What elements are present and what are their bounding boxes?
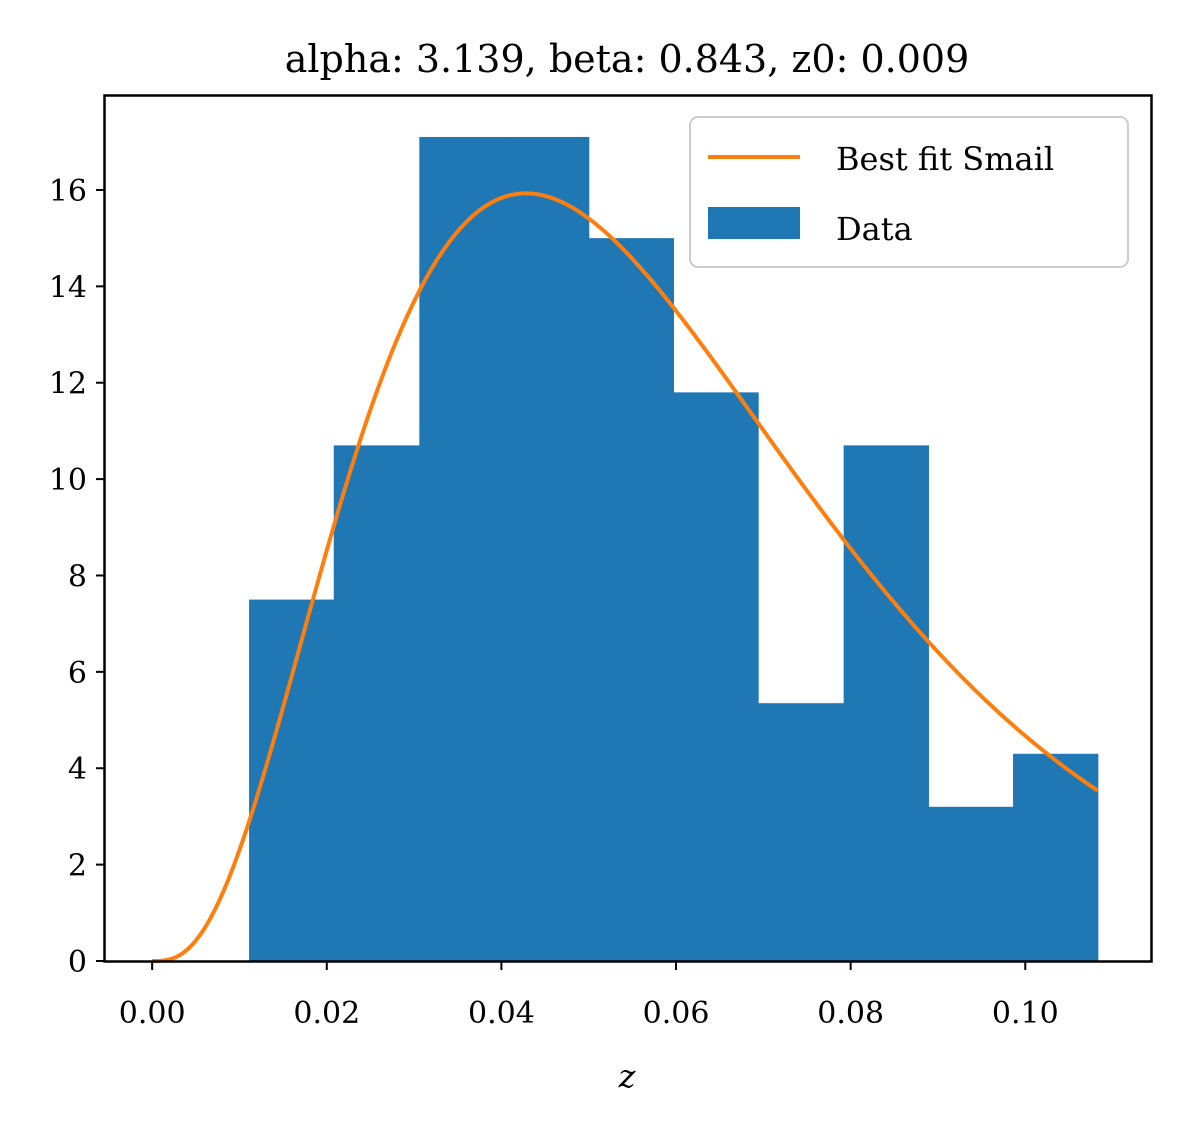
legend-label-data: Data	[836, 210, 913, 248]
y-axis: 0 2 4 6 8 10 12 14 16	[49, 174, 105, 980]
axes-frame	[103, 94, 1153, 963]
y-tick-label: 8	[68, 559, 87, 594]
plot-area	[152, 136, 1099, 963]
x-axis-label: z	[618, 1057, 637, 1095]
histogram-bar	[504, 136, 590, 961]
x-tick-label: 0.08	[817, 996, 884, 1031]
y-tick-label: 14	[49, 270, 87, 305]
y-tick-label: 12	[49, 367, 87, 402]
x-tick-label: 0.10	[992, 996, 1059, 1031]
fit-curve	[152, 191, 1099, 963]
y-tick-label: 4	[68, 752, 87, 787]
legend-swatch-data	[708, 207, 800, 239]
histogram-bar	[1013, 753, 1099, 961]
y-tick-label: 0	[68, 945, 87, 980]
histogram-bars	[249, 136, 1099, 962]
histogram-bar	[333, 445, 420, 961]
legend-label-best-fit: Best fit Smail	[836, 140, 1054, 178]
y-tick-label: 2	[68, 849, 87, 884]
y-tick-label: 6	[68, 656, 87, 691]
chart-title: alpha: 3.139, beta: 0.843, z0: 0.009	[285, 37, 970, 81]
x-tick-label: 0.06	[643, 996, 710, 1031]
histogram-bar	[758, 703, 845, 961]
x-tick-label: 0.02	[293, 996, 360, 1031]
x-tick-label: 0.00	[119, 996, 186, 1031]
legend: Best fit Smail Data	[689, 116, 1129, 268]
x-tick-label: 0.04	[468, 996, 535, 1031]
y-tick-label: 10	[49, 463, 87, 498]
x-axis: 0.00 0.02 0.04 0.06 0.08 0.10	[119, 961, 1059, 1031]
histogram-bar	[419, 136, 505, 961]
histogram-bar	[928, 806, 1014, 961]
histogram-bar	[588, 238, 675, 962]
histogram-bar	[673, 392, 759, 962]
histogram-bar	[843, 445, 929, 961]
y-tick-label: 16	[49, 174, 87, 209]
